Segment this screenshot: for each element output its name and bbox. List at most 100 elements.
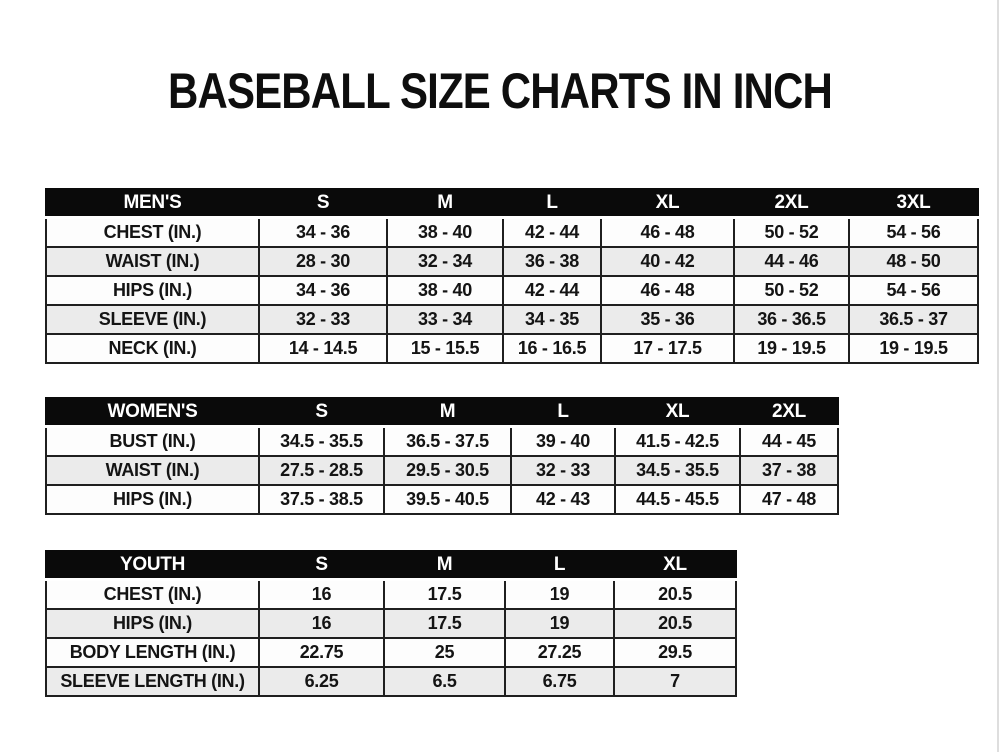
youth-column-header: M: [383, 550, 506, 581]
womens-table-title: WOMEN'S: [45, 397, 260, 428]
youth-header-row: YOUTH S M L XL: [45, 550, 737, 581]
mens-size-value-cell: 36.5 - 37: [848, 304, 979, 335]
womens-size-value-cell: 41.5 - 42.5: [614, 425, 741, 457]
womens-column-header: L: [510, 397, 616, 428]
page-title: BASEBALL SIZE CHARTS IN INCH: [167, 63, 833, 119]
womens-row-label: WAIST (IN.): [45, 455, 260, 486]
scan-edge-artifact: [997, 0, 999, 752]
mens-size-value-cell: 36 - 36.5: [733, 304, 850, 335]
youth-size-value-cell: 7: [613, 666, 737, 697]
womens-size-value-cell: 44.5 - 45.5: [614, 484, 741, 515]
youth-row-label: BODY LENGTH (IN.): [45, 637, 260, 668]
youth-table-row: BODY LENGTH (IN.) 22.75 25 27.25 29.5: [45, 637, 737, 668]
womens-size-value-cell: 32 - 33: [510, 455, 616, 486]
mens-size-value-cell: 36 - 38: [502, 246, 602, 277]
mens-size-value-cell: 34 - 36: [258, 275, 388, 306]
womens-column-header: 2XL: [739, 397, 839, 428]
mens-size-value-cell: 46 - 48: [600, 216, 735, 248]
mens-column-header: 3XL: [848, 188, 979, 219]
mens-size-value-cell: 44 - 46: [733, 246, 850, 277]
mens-size-value-cell: 32 - 34: [386, 246, 504, 277]
youth-table-row: HIPS (IN.) 16 17.5 19 20.5: [45, 608, 737, 639]
womens-row-label: HIPS (IN.): [45, 484, 260, 515]
womens-size-value-cell: 39.5 - 40.5: [383, 484, 512, 515]
mens-size-value-cell: 42 - 44: [502, 275, 602, 306]
womens-size-value-cell: 37 - 38: [739, 455, 839, 486]
mens-size-value-cell: 54 - 56: [848, 216, 979, 248]
youth-size-value-cell: 17.5: [383, 608, 506, 639]
mens-row-label: CHEST (IN.): [45, 216, 260, 248]
youth-size-value-cell: 16: [258, 578, 385, 610]
youth-size-value-cell: 16: [258, 608, 385, 639]
mens-row-label: WAIST (IN.): [45, 246, 260, 277]
womens-size-value-cell: 44 - 45: [739, 425, 839, 457]
mens-column-header: 2XL: [733, 188, 850, 219]
womens-size-value-cell: 47 - 48: [739, 484, 839, 515]
womens-table-row: BUST (IN.) 34.5 - 35.5 36.5 - 37.5 39 - 40 4…: [45, 425, 839, 457]
mens-size-value-cell: 50 - 52: [733, 275, 850, 306]
youth-column-header: S: [258, 550, 385, 581]
mens-size-value-cell: 38 - 40: [386, 275, 504, 306]
mens-size-value-cell: 48 - 50: [848, 246, 979, 277]
youth-table-row: SLEEVE LENGTH (IN.) 6.25 6.5 6.75 7: [45, 666, 737, 697]
youth-size-value-cell: 25: [383, 637, 506, 668]
youth-size-value-cell: 6.75: [504, 666, 615, 697]
womens-header-row: WOMEN'S S M L XL 2XL: [45, 397, 839, 428]
mens-table-row: HIPS (IN.) 34 - 36 38 - 40 42 - 44 46 - 48 50…: [45, 275, 979, 306]
mens-size-value-cell: 32 - 33: [258, 304, 388, 335]
mens-size-value-cell: 28 - 30: [258, 246, 388, 277]
mens-column-header: XL: [600, 188, 735, 219]
womens-table-row: HIPS (IN.) 37.5 - 38.5 39.5 - 40.5 42 - 43 4…: [45, 484, 839, 515]
womens-column-header: M: [383, 397, 512, 428]
womens-table-row: WAIST (IN.) 27.5 - 28.5 29.5 - 30.5 32 - 33…: [45, 455, 839, 486]
womens-column-header: S: [258, 397, 385, 428]
youth-row-label: HIPS (IN.): [45, 608, 260, 639]
womens-size-value-cell: 29.5 - 30.5: [383, 455, 512, 486]
mens-column-header: S: [258, 188, 388, 219]
womens-size-value-cell: 42 - 43: [510, 484, 616, 515]
mens-row-label: SLEEVE (IN.): [45, 304, 260, 335]
youth-size-value-cell: 20.5: [613, 608, 737, 639]
youth-size-value-cell: 20.5: [613, 578, 737, 610]
youth-row-label: CHEST (IN.): [45, 578, 260, 610]
youth-size-value-cell: 22.75: [258, 637, 385, 668]
mens-table-row: NECK (IN.) 14 - 14.5 15 - 15.5 16 - 16.5 17 …: [45, 333, 979, 364]
mens-table-row: SLEEVE (IN.) 32 - 33 33 - 34 34 - 35 35 - 36…: [45, 304, 979, 335]
youth-table-row: CHEST (IN.) 16 17.5 19 20.5: [45, 578, 737, 610]
mens-table-title: MEN'S: [45, 188, 260, 219]
mens-table-row: CHEST (IN.) 34 - 36 38 - 40 42 - 44 46 - 48 5…: [45, 216, 979, 248]
mens-size-value-cell: 38 - 40: [386, 216, 504, 248]
mens-size-value-cell: 34 - 36: [258, 216, 388, 248]
mens-size-value-cell: 15 - 15.5: [386, 333, 504, 364]
mens-column-header: M: [386, 188, 504, 219]
mens-header-row: MEN'S S M L XL 2XL 3XL: [45, 188, 979, 219]
mens-row-label: HIPS (IN.): [45, 275, 260, 306]
mens-size-value-cell: 17 - 17.5: [600, 333, 735, 364]
mens-size-table: MEN'S S M L XL 2XL 3XL CHEST (IN.) 34 - 36 38 - 4…: [45, 188, 979, 364]
mens-size-value-cell: 50 - 52: [733, 216, 850, 248]
youth-size-value-cell: 27.25: [504, 637, 615, 668]
mens-size-value-cell: 33 - 34: [386, 304, 504, 335]
mens-table-row: WAIST (IN.) 28 - 30 32 - 34 36 - 38 40 - 42 4…: [45, 246, 979, 277]
youth-size-value-cell: 29.5: [613, 637, 737, 668]
youth-size-value-cell: 6.5: [383, 666, 506, 697]
mens-size-value-cell: 42 - 44: [502, 216, 602, 248]
mens-size-value-cell: 16 - 16.5: [502, 333, 602, 364]
mens-size-value-cell: 54 - 56: [848, 275, 979, 306]
youth-size-value-cell: 19: [504, 608, 615, 639]
womens-column-header: XL: [614, 397, 741, 428]
youth-size-value-cell: 19: [504, 578, 615, 610]
mens-size-value-cell: 14 - 14.5: [258, 333, 388, 364]
youth-column-header: XL: [613, 550, 737, 581]
youth-size-table: YOUTH S M L XL CHEST (IN.) 16 17.5 19 20.5 HIPS (I…: [45, 550, 737, 697]
youth-size-value-cell: 17.5: [383, 578, 506, 610]
womens-size-value-cell: 34.5 - 35.5: [258, 425, 385, 457]
mens-size-value-cell: 19 - 19.5: [733, 333, 850, 364]
youth-row-label: SLEEVE LENGTH (IN.): [45, 666, 260, 697]
mens-size-value-cell: 46 - 48: [600, 275, 735, 306]
youth-size-value-cell: 6.25: [258, 666, 385, 697]
womens-size-value-cell: 34.5 - 35.5: [614, 455, 741, 486]
youth-table-title: YOUTH: [45, 550, 260, 581]
womens-size-table: WOMEN'S S M L XL 2XL BUST (IN.) 34.5 - 35.5 36.5…: [45, 397, 839, 515]
womens-row-label: BUST (IN.): [45, 425, 260, 457]
